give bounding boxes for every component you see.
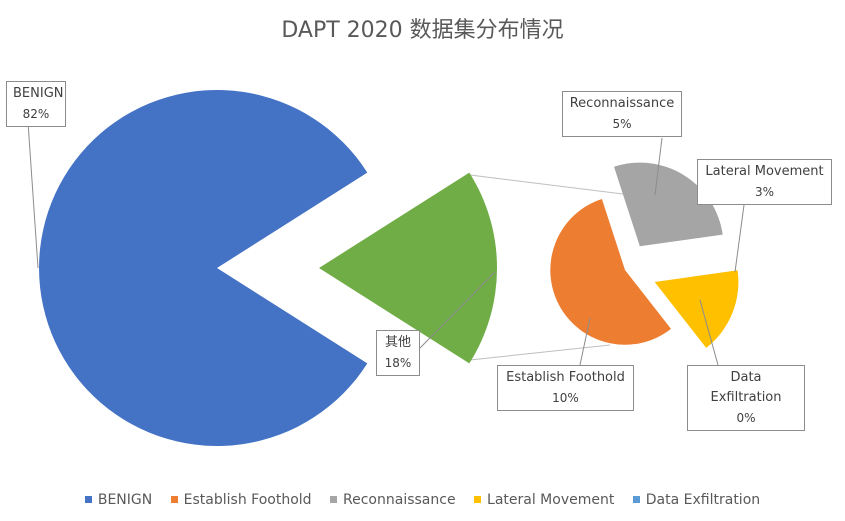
label-benign-name: BENIGN [13,86,64,101]
label-reconnaissance-value: 5% [612,117,632,131]
label-establish-foothold-value: 10% [552,391,579,405]
legend-item: BENIGN [84,492,153,508]
label-reconnaissance-name: Reconnaissance [569,96,675,111]
label-other: 其他 18% [376,330,420,376]
legend-item: Reconnaissance [330,492,456,508]
legend-label: Lateral Movement [487,492,615,508]
label-other-name: 其他 [384,335,411,350]
legend-swatch [474,495,482,503]
leader-benign [27,121,39,269]
legend-item: Lateral Movement [474,492,614,508]
legend-item: Data Exfiltration [632,492,761,508]
leader-data-exfiltration [699,299,719,366]
pie-slice-lateral-movement [654,270,739,348]
leader-establish-foothold [579,317,591,366]
secondary-pie [550,162,739,348]
label-other-value: 18% [384,356,412,370]
legend-swatch [84,495,92,503]
legend-label: BENIGN [97,492,153,508]
pie-slice-establish-foothold [550,199,671,345]
label-data-exfiltration-value: 0% [736,411,756,425]
legend-label: Reconnaissance [343,492,456,508]
legend-label: Establish Foothold [183,492,312,508]
label-establish-foothold-name: Establish Foothold [506,370,625,385]
label-benign-value: 82% [22,107,50,121]
leader-other [419,271,496,349]
legend-swatch [632,495,640,503]
legend-label: Data Exfiltration [645,492,761,508]
label-benign: BENIGN 82% [6,81,66,127]
label-data-exfiltration: Data Exfiltration 0% [687,365,805,431]
legend-swatch [330,495,338,503]
connector-line-bottom [469,344,611,361]
pie-slice-benign [39,90,368,446]
label-lateral-movement-value: 3% [754,185,775,199]
legend: BENIGN Establish Foothold Reconnaissance… [0,492,845,508]
label-lateral-movement: Lateral Movement 3% [697,159,832,205]
leader-lateral-movement [734,204,745,273]
label-establish-foothold: Establish Foothold 10% [497,365,634,411]
label-data-exfiltration-name: Data Exfiltration [710,370,782,405]
legend-item: Establish Foothold [170,492,312,508]
main-pie [39,90,498,446]
label-lateral-movement-name: Lateral Movement [705,164,824,179]
chart-title: DAPT 2020 数据集分布情况 [281,18,564,43]
pie-slice-reconnaissance [614,162,723,247]
leader-lines [27,121,745,366]
legend-swatch [170,495,178,503]
label-reconnaissance: Reconnaissance 5% [562,91,682,137]
leader-reconnaissance [654,137,663,196]
